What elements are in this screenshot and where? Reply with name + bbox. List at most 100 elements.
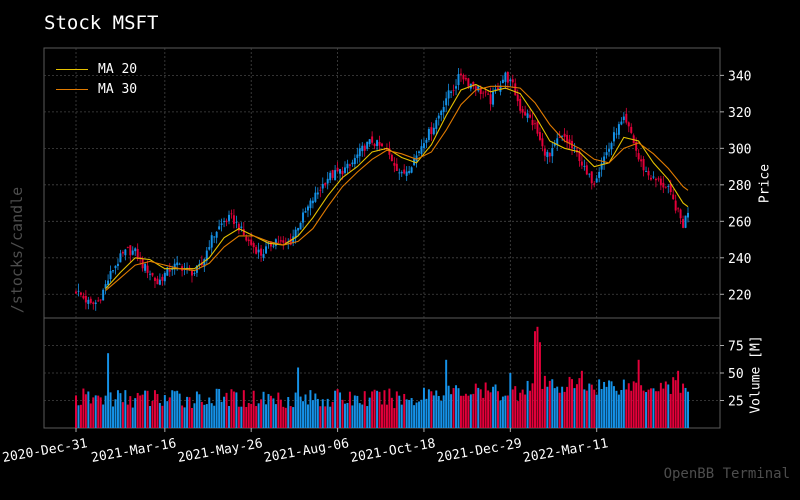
volume-bar (257, 403, 260, 428)
price-tick-labels: 220 240 260 280 300 320 340 (720, 69, 751, 303)
candle-body (499, 85, 502, 92)
volume-bar (642, 390, 645, 428)
volume-bar (346, 402, 349, 428)
volume-bar (324, 406, 327, 428)
candle-body (450, 91, 453, 93)
volume-bar (566, 386, 569, 428)
volume-bar (627, 383, 630, 428)
candle-body (156, 278, 159, 285)
volume-bar (292, 407, 295, 428)
candle-body (210, 235, 213, 248)
candle-body (435, 120, 438, 129)
volume-bar (348, 391, 351, 428)
volume-bar (388, 388, 391, 428)
volume-bar (497, 391, 499, 428)
candle-body (205, 250, 208, 261)
volume-bar (672, 377, 675, 428)
volume-bar (659, 382, 662, 428)
volume-bar (149, 406, 152, 428)
candle-body (519, 98, 522, 111)
candle-body (363, 145, 366, 151)
volume-bar (181, 405, 184, 428)
ma30-line (105, 85, 689, 292)
volume-bar (235, 392, 238, 428)
candle-body (112, 270, 114, 272)
candle-body (524, 111, 527, 116)
volume-bar (469, 394, 472, 428)
candle-body (314, 192, 317, 202)
candle-body (511, 79, 514, 83)
volume-bar (489, 392, 492, 428)
candle-body (393, 162, 396, 166)
volume-bar (677, 370, 680, 428)
volume-bar (418, 401, 420, 428)
volume-bar (200, 401, 203, 428)
volume-bar (284, 407, 287, 428)
volume-bar (472, 393, 475, 428)
candle-body (464, 77, 467, 80)
candle-body (529, 114, 532, 118)
candle-body (506, 72, 509, 83)
volume-bar (77, 405, 80, 428)
candle-body (677, 208, 680, 210)
volume-bar (126, 404, 129, 428)
candle-body (173, 263, 176, 269)
volume-bar (440, 400, 443, 428)
volume-bar (193, 403, 196, 428)
volume-bar (464, 393, 467, 428)
volume-bar (336, 389, 339, 428)
volume-bar (79, 404, 82, 428)
candle-body (191, 270, 193, 276)
volume-bar (575, 384, 578, 428)
candle-body (432, 127, 435, 135)
volume-bar (580, 370, 583, 428)
candle-body (415, 155, 418, 162)
volume-bar (546, 386, 549, 428)
candle-body (664, 186, 667, 188)
candle-body (257, 249, 260, 253)
candle-body (514, 83, 517, 96)
volume-bar (151, 400, 154, 428)
candle-body (674, 200, 677, 211)
volume-bar (228, 406, 230, 428)
candle-body (400, 172, 403, 174)
candle-body (637, 153, 640, 160)
candle-body (489, 94, 492, 105)
volume-bar (129, 396, 132, 428)
volume-bar (131, 407, 134, 428)
legend-label-ma30: MA 30 (98, 81, 138, 97)
candle-body (472, 81, 475, 87)
candle-body (163, 272, 166, 282)
candle-body (119, 253, 122, 263)
volume-bar (652, 388, 655, 428)
x-tick-label: 2021-May-26 (177, 436, 264, 466)
candle-body (168, 269, 171, 272)
candle-body (620, 121, 623, 125)
volume-bar (556, 386, 559, 428)
price-tick-label: 280 (728, 179, 751, 194)
volume-bar (548, 380, 551, 428)
volume-bar (326, 398, 329, 428)
candle-body (109, 271, 112, 280)
price-tick-label: 340 (728, 69, 751, 84)
volume-bar (186, 396, 189, 428)
candle-body (146, 265, 149, 273)
volume-bar (168, 397, 171, 428)
candle-body (600, 163, 603, 170)
volume-bar (445, 359, 448, 428)
candle-body (578, 151, 581, 162)
candle-body (351, 162, 354, 165)
candle-body (659, 178, 662, 186)
candle-body (235, 221, 238, 223)
volume-bar (595, 394, 598, 428)
volume-bar (442, 395, 445, 428)
candle-body (178, 263, 181, 265)
legend-label-ma20: MA 20 (98, 61, 138, 77)
candle-body (516, 94, 519, 102)
volume-bar (210, 403, 213, 428)
volume-bar (484, 382, 487, 428)
candle-body (373, 143, 376, 147)
candle-body (336, 167, 339, 172)
volume-bar (366, 406, 369, 428)
candle-body (652, 176, 655, 178)
